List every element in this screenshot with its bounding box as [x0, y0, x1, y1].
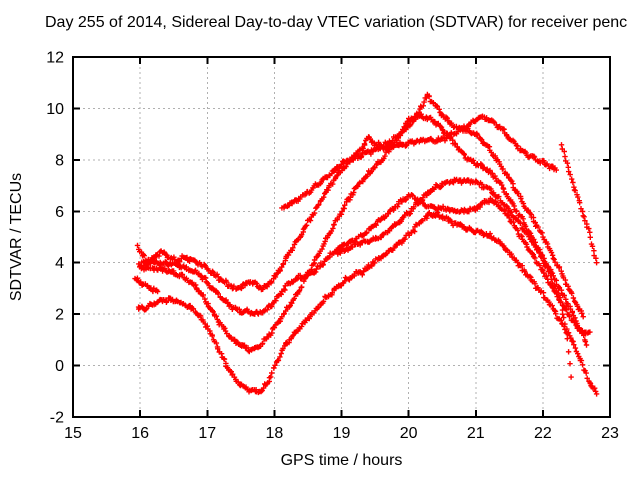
x-tick-label: 18 — [265, 425, 283, 442]
x-tick-label: 23 — [601, 425, 619, 442]
series-curve-4 — [135, 210, 600, 397]
y-tick-label: 8 — [55, 152, 64, 169]
x-tick-label: 21 — [467, 425, 485, 442]
series-segment-early — [132, 275, 161, 295]
chart-title: Day 255 of 2014, Sidereal Day-to-day VTE… — [45, 14, 628, 31]
series-curve-1 — [134, 192, 593, 337]
series-curve-5 — [279, 91, 586, 320]
x-tick-label: 16 — [131, 425, 149, 442]
series-curve-6 — [335, 176, 574, 380]
y-tick-label: 4 — [55, 255, 64, 272]
x-axis-label: GPS time / hours — [280, 452, 403, 469]
x-tick-label: 15 — [64, 425, 82, 442]
x-tick-label: 22 — [534, 425, 552, 442]
x-tick-label: 17 — [198, 425, 216, 442]
x-tick-label: 20 — [400, 425, 418, 442]
y-tick-label: 10 — [46, 101, 64, 118]
y-axis-label: SDTVAR / TECUs — [8, 172, 25, 302]
y-tick-label: 0 — [55, 358, 64, 375]
y-tick-label: 12 — [46, 50, 64, 67]
y-tick-label: -2 — [50, 410, 64, 427]
y-tick-label: 6 — [55, 204, 64, 221]
y-tick-label: 2 — [55, 307, 64, 324]
series-segment-late — [558, 142, 600, 266]
x-tick-label: 19 — [333, 425, 351, 442]
